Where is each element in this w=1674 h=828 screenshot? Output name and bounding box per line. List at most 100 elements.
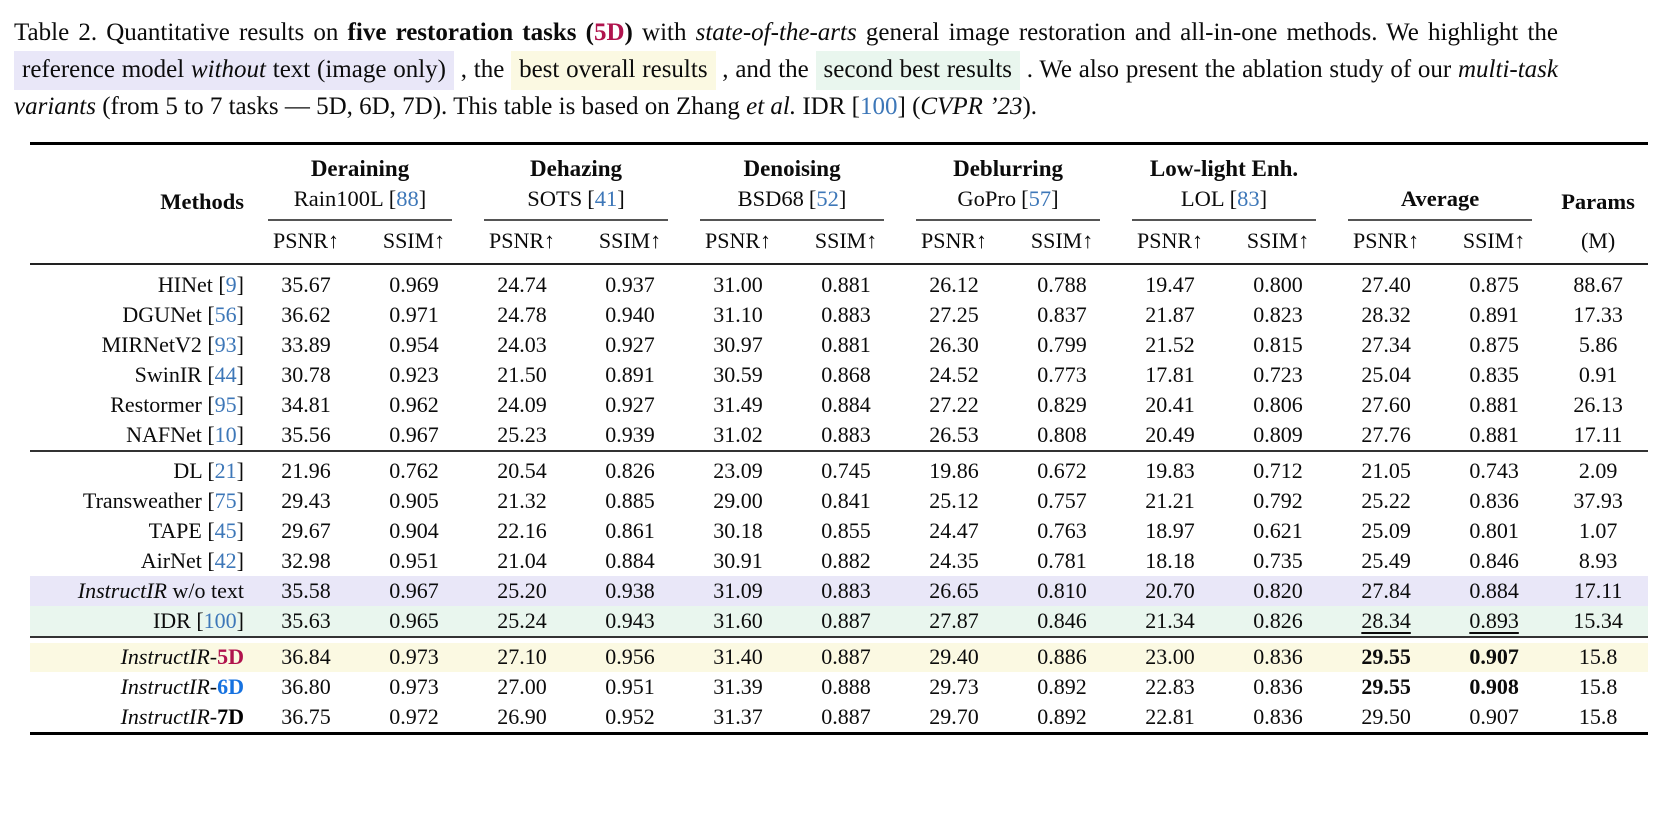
metric-value: 27.87 [929,608,979,633]
metric-value: 0.927 [605,332,655,357]
metric-value: 23.00 [1116,636,1225,672]
metric-value: 31.00 [713,272,763,297]
metric-value: 27.84 [1361,578,1411,603]
params-value: 15.8 [1578,674,1618,699]
metric-value: 0.967 [389,578,439,603]
table-row: InstructIR-5D 36.84 0.973 27.10 0.956 31.40 0.… [30,636,1649,672]
params-value: 17.33 [1573,302,1623,327]
metric-value: 0.908 [1469,674,1519,699]
metric-value: 29.00 [713,488,763,513]
citation-link[interactable]: 95 [214,392,237,417]
method-name: DL [21] [30,450,252,486]
caption-5d: 5D [593,19,625,46]
variant-suffix: 5D [217,644,244,669]
metric-value: 0.891 [1469,302,1519,327]
metric-value: 0.757 [1037,488,1087,513]
caption-tasks-bold: five restoration tasks ( [347,19,594,46]
citation-link[interactable]: 9 [225,272,237,297]
citation-link[interactable]: 83 [1237,186,1260,211]
metric-value: 0.621 [1253,518,1303,543]
metric-value: 0.846 [1037,608,1087,633]
metric-value: 0.829 [1037,392,1087,417]
metric-value: 0.883 [821,302,871,327]
metric-value: 0.905 [389,488,439,513]
params-value: 0.91 [1578,362,1618,387]
ssim-header: SSIM↑ [1224,221,1333,265]
citation-link[interactable]: 57 [1028,186,1052,211]
metric-value: 25.22 [1361,488,1411,513]
metric-value: 22.83 [1145,674,1195,699]
method-name: Transweather [75] [82,488,244,513]
metric-value: 0.882 [821,548,871,573]
metric-value: 0.939 [605,422,655,447]
metric-value: 0.800 [1253,272,1303,297]
metric-value: 27.00 [497,674,547,699]
metric-value: 0.893 [1469,608,1519,633]
metric-value: 31.02 [713,422,763,447]
citation-link[interactable]: 21 [214,458,237,483]
table-row: InstructIR-6D 36.80 0.973 27.00 0.951 31.39 0.… [30,672,1648,702]
citation-link[interactable]: 41 [594,186,618,211]
params-value: 17.11 [1573,422,1623,447]
task-header-row: Deraining Dehazing Denoising Deblurring … [30,144,1648,185]
metric-value: 21.52 [1145,332,1195,357]
method-name: InstructIR-6D [120,674,244,699]
metric-value: 20.41 [1145,392,1195,417]
metric-value: 0.837 [1037,302,1087,327]
metric-value: 0.884 [1469,578,1519,603]
metric-value: 0.883 [821,422,871,447]
caption-intro: Table 2. Quantitative results on [14,19,348,46]
variant-suffix: 7D [217,704,244,729]
citation-link[interactable]: 88 [396,186,419,211]
metric-value: 0.809 [1253,422,1303,447]
params-value: 1.07 [1578,518,1618,543]
highlight-second: second best results [815,51,1020,90]
citation-link[interactable]: 45 [214,518,237,543]
citation-link[interactable]: 93 [214,332,237,357]
citation-link[interactable]: 42 [214,548,237,573]
citation-link[interactable]: 100 [203,608,237,633]
metric-value: 27.25 [929,302,979,327]
metric-value: 27.60 [1361,392,1411,417]
metric-value: 24.03 [497,332,547,357]
metric-value: 26.90 [497,704,547,729]
metric-value: 36.62 [281,302,331,327]
metric-value: 0.855 [821,518,871,543]
metric-value: 20.54 [468,450,577,486]
citation-link[interactable]: 100 [860,93,898,120]
methods-header: Methods [160,189,244,214]
caption-sota: state-of-the-arts [695,19,857,46]
psnr-header: PSNR↑ [1116,221,1225,265]
metric-value: 19.86 [900,450,1009,486]
metric-value: 0.836 [1469,488,1519,513]
metric-value: 30.78 [281,362,331,387]
highlight-reference: reference model without text (image only… [14,51,454,90]
metric-value: 0.886 [1008,636,1117,672]
psnr-header: PSNR↑ [468,221,577,265]
dataset-header-lol: LOL [83] [1116,184,1332,221]
metric-value: 0.763 [1037,518,1087,543]
metric-value: 0.835 [1469,362,1519,387]
citation-link[interactable]: 56 [214,302,237,327]
metric-value: 0.799 [1037,332,1087,357]
task-header-deraining: Deraining [310,156,410,181]
psnr-header: PSNR↑ [1332,221,1441,265]
citation-link[interactable]: 52 [816,186,839,211]
metric-value: 19.47 [1145,272,1195,297]
metric-value: 0.884 [821,392,871,417]
average-header: Average [1332,184,1548,221]
params-header: Params [1561,189,1635,214]
metric-value: 29.50 [1361,704,1411,729]
method-name: NAFNet [10] [126,422,244,447]
table-row: Restormer [95] 34.81 0.962 24.09 0.927 31.49 0… [30,390,1648,420]
citation-link[interactable]: 75 [214,488,237,513]
metric-value: 0.973 [360,636,469,672]
task-header-dehazing: Dehazing [530,156,623,181]
citation-link[interactable]: 44 [214,362,237,387]
metric-value: 24.47 [929,518,979,543]
params-value: 8.93 [1578,548,1618,573]
metric-value: 0.808 [1037,422,1087,447]
citation-link[interactable]: 10 [214,422,237,447]
metric-value: 25.49 [1361,548,1411,573]
table-row: InstructIR-7D 36.75 0.972 26.90 0.952 31.37 0.… [30,702,1648,734]
